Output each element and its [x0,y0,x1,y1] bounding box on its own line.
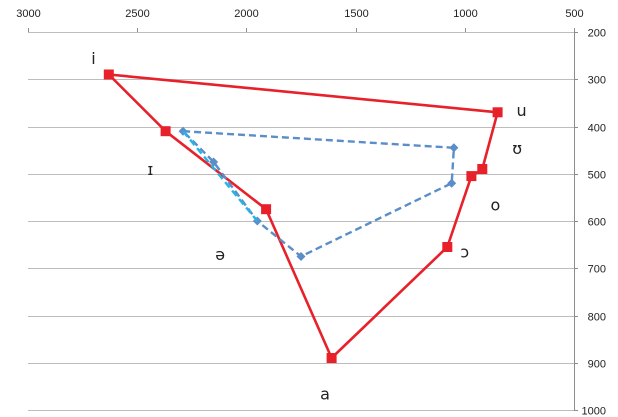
data-point-square [103,69,114,80]
data-point-diamond [296,251,306,261]
data-point-square [492,107,503,118]
data-point-square [326,353,337,363]
y-tick-label: 300 [588,75,606,87]
vowel-label: ə [215,245,225,264]
x-tick-label: 3000 [16,8,40,20]
series-line-2 [182,130,259,222]
plot-series [103,69,503,363]
x-tick-label: 500 [565,8,583,20]
grid-lines [28,32,574,411]
axes: 200 300 400 500 600 700 800 900 1000 3000 2500 2000… [16,8,606,417]
y-tick-label: 500 [588,170,606,182]
x-tick-label: 2500 [125,8,149,20]
data-point-diamond [209,157,219,167]
x-tick-label: 1000 [453,8,477,20]
x-tick-label: 2000 [234,8,258,20]
y-tick-label: 400 [588,123,606,135]
y-tick-label: 1000 [582,406,606,417]
data-point-square [442,242,453,252]
y-tick-label: 800 [588,312,606,324]
vowel-labels: i uʊ ɪ o ɔ ə a [91,49,526,404]
data-point-diamond [449,143,459,153]
vowel-label: i [91,49,95,68]
vowel-label: u [517,101,527,120]
data-point-square [261,204,272,215]
vowel-label: ɔ [460,243,469,262]
y-tick-label: 600 [588,217,606,229]
data-point-square [477,164,488,174]
vowel-label: ʊ [512,139,522,158]
series-line-1 [182,130,456,258]
data-point-square [466,171,477,182]
data-point-square [160,126,171,137]
series-line-0 [107,73,499,360]
vowel-label: o [491,196,501,215]
data-point-diamond [447,178,457,188]
y-tick-label: 200 [588,28,606,40]
y-tick-label: 700 [588,264,606,276]
x-tick-label: 1500 [344,8,368,20]
vowel-label: ɪ [147,160,153,179]
y-tick-label: 900 [588,359,606,371]
vowel-label: a [320,385,330,404]
